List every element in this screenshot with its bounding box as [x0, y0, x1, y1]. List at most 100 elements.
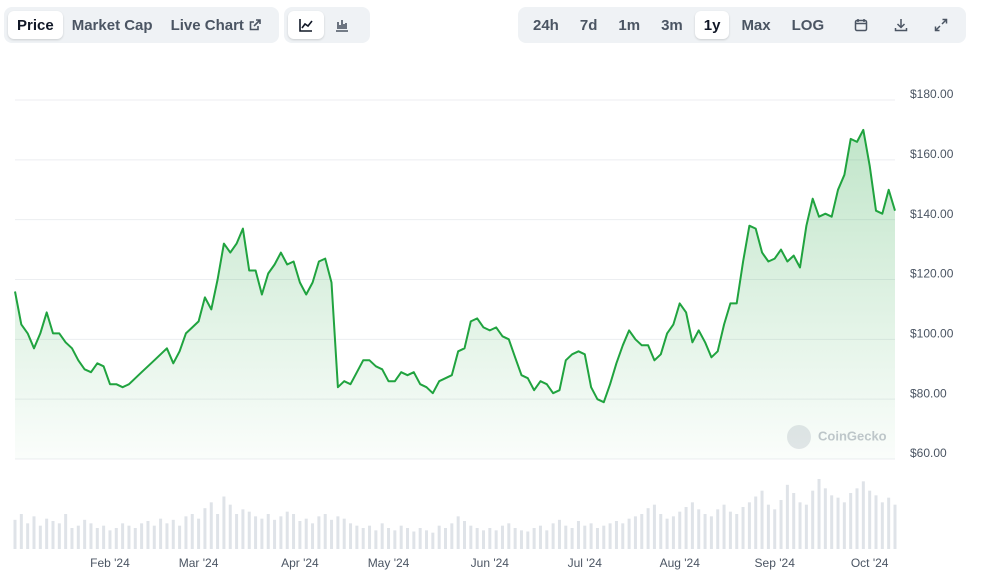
volume-bar: [621, 523, 625, 549]
volume-bar: [203, 508, 207, 549]
volume-bar: [779, 500, 783, 549]
volume-bar: [608, 523, 612, 549]
y-tick-label: $180.00: [910, 87, 954, 101]
volume-bar: [652, 504, 656, 549]
volume-bar: [127, 525, 131, 549]
range-button[interactable]: 24h: [533, 16, 559, 34]
volume-bar: [279, 516, 283, 549]
volume-bar: [323, 514, 327, 549]
volume-bar: [76, 525, 80, 549]
volume-bar: [254, 516, 258, 549]
volume-bar: [222, 496, 226, 549]
volume-bar: [754, 496, 758, 549]
volume-bar: [640, 514, 644, 549]
volume-bar: [266, 514, 270, 549]
log-button[interactable]: LOG: [791, 16, 825, 34]
y-tick-label: $80.00: [910, 386, 947, 400]
chart-style: [284, 7, 370, 43]
volume-bar: [817, 479, 821, 549]
x-tick-label: Apr '24: [281, 556, 319, 570]
range-button[interactable]: 3m: [661, 16, 683, 34]
volume-bar: [165, 523, 169, 549]
volume-bar: [842, 502, 846, 549]
volume-bar: [551, 523, 555, 549]
volume-bar: [133, 528, 137, 549]
volume-bar: [102, 525, 106, 549]
volume-bar: [557, 519, 561, 549]
x-tick-label: Jun '24: [471, 556, 510, 570]
volume-bar: [19, 514, 23, 549]
price-area: [15, 129, 895, 459]
range-button[interactable]: Max: [741, 16, 771, 34]
volume-bar: [665, 518, 669, 549]
volume-bar: [583, 525, 587, 549]
volume-bar: [304, 518, 308, 549]
volume-bar: [292, 514, 296, 549]
volume-bar: [570, 528, 574, 549]
volume-bar: [406, 528, 410, 549]
volume-bar: [387, 528, 391, 549]
volume-bar: [538, 525, 542, 549]
volume-bar: [602, 525, 606, 549]
calendar-button[interactable]: [843, 11, 879, 39]
volume-bar: [317, 516, 321, 549]
range-tabs: 24h 7d 1m 3m 1y Max LOG: [518, 7, 966, 43]
volume-bar: [494, 530, 498, 549]
volume-bar: [684, 507, 688, 549]
volume-bar: [121, 523, 125, 549]
x-tick-label: Feb '24: [90, 556, 130, 570]
volume-bar: [228, 504, 232, 549]
expand-button[interactable]: [923, 11, 959, 39]
download-button[interactable]: [883, 11, 919, 39]
y-tick-label: $100.00: [910, 327, 954, 341]
candle-icon-button[interactable]: [324, 11, 360, 39]
volume-bar: [861, 481, 865, 549]
volume-bar: [773, 509, 777, 549]
volume-bar: [830, 495, 834, 549]
volume-bar: [760, 490, 764, 549]
volume-bar: [690, 502, 694, 549]
volume-bar: [184, 516, 188, 549]
volume-bar: [26, 523, 30, 549]
tab-button[interactable]: Live Chart: [162, 11, 271, 39]
volume-bar: [425, 530, 429, 549]
volume-bar: [659, 514, 663, 549]
x-tick-label: May '24: [368, 556, 410, 570]
volume-bar: [247, 511, 251, 549]
volume-bar: [855, 488, 859, 549]
volume-bar: [146, 521, 150, 549]
tab-button[interactable]: Price: [8, 11, 63, 39]
volume-bar: [519, 530, 523, 549]
x-tick-label: Jul '24: [568, 556, 603, 570]
volume-bar: [311, 523, 315, 549]
volume-bar: [114, 528, 118, 549]
range-button[interactable]: 7d: [579, 16, 598, 34]
x-tick-label: Mar '24: [179, 556, 219, 570]
y-tick-label: $140.00: [910, 207, 954, 221]
watermark-text: CoinGecko: [818, 428, 887, 443]
volume-bar: [51, 521, 55, 549]
tab-button[interactable]: Market Cap: [71, 16, 153, 34]
volume-bar: [216, 514, 220, 549]
volume-bar: [481, 530, 485, 549]
volume-bar: [849, 493, 853, 549]
volume-bar: [190, 514, 194, 549]
volume-bar: [374, 530, 378, 549]
volume-bar: [741, 507, 745, 549]
y-tick-label: $120.00: [910, 267, 954, 281]
line-icon-button[interactable]: [288, 11, 324, 39]
volume-bar: [880, 502, 884, 549]
volume-bar: [507, 523, 511, 549]
volume-bar: [703, 514, 707, 549]
volume-bar: [89, 523, 93, 549]
range-button[interactable]: 1m: [618, 16, 641, 34]
volume-bar: [804, 504, 808, 549]
watermark: CoinGecko: [787, 425, 887, 449]
range-button[interactable]: 1y: [694, 11, 730, 39]
volume-bar: [792, 493, 796, 549]
calendar-icon: [854, 19, 868, 32]
volume-bar: [330, 519, 334, 549]
volume-bar: [469, 525, 473, 549]
volume-bar: [171, 519, 175, 549]
